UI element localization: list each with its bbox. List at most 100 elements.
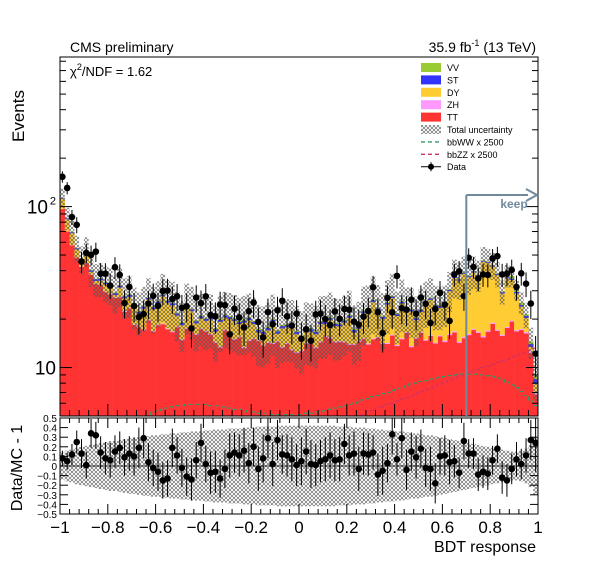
bar-tt: [150, 331, 156, 416]
ratio-point: [116, 431, 124, 465]
ratio-point: [73, 430, 81, 454]
data-point: [145, 290, 152, 320]
ratio-point: [259, 434, 267, 483]
x-tick-label: 0.8: [478, 518, 502, 537]
ratio-point: [522, 438, 530, 473]
bar-tt: [208, 334, 214, 416]
data-point: [302, 314, 310, 349]
bar-tt: [509, 321, 515, 416]
bar-zh: [523, 332, 529, 334]
legend-label: ST: [447, 75, 459, 85]
bar-zh: [385, 343, 391, 345]
uncertainty-bin: [447, 271, 452, 313]
data-point: [321, 304, 329, 337]
bar-tt: [528, 353, 534, 416]
signal-bbww: [60, 373, 538, 416]
ratio-point: [513, 442, 520, 477]
data-point: [116, 264, 124, 288]
data-point: [360, 302, 367, 334]
ratio-point: [78, 439, 85, 468]
legend-label: DY: [447, 88, 460, 98]
ratio-point: [68, 443, 76, 466]
bar-dy: [466, 277, 472, 334]
ratio-y-tick-label: −0.4: [37, 500, 57, 511]
x-axis-title: BDT response: [434, 539, 536, 556]
bar-tt: [299, 351, 305, 416]
data-point: [522, 272, 530, 298]
bar-tt: [337, 342, 343, 416]
legend-entry-vv: VV: [421, 63, 459, 73]
ratio-point: [412, 436, 420, 479]
ratio-point: [527, 419, 535, 461]
bar-tt: [179, 340, 185, 416]
bar-dy: [451, 278, 458, 332]
bar-tt: [64, 231, 70, 416]
data-point: [331, 298, 339, 329]
bar-tt: [451, 332, 458, 416]
bar-tt: [222, 330, 228, 416]
uncertainty-bin: [69, 220, 75, 245]
keep-label: keep: [500, 197, 527, 211]
data-point: [503, 263, 511, 287]
ratio-point: [164, 460, 171, 497]
bar-tt: [270, 344, 276, 416]
bar-tt: [260, 346, 266, 416]
legend: VV ST DY ZH TT Total uncertainty bbWW x 2500 bb…: [421, 63, 513, 172]
bar-tt: [466, 335, 472, 416]
ratio-point: [517, 448, 525, 480]
data-point: [293, 300, 300, 331]
x-tick-label: −0.6: [139, 518, 173, 537]
bar-tt: [294, 353, 300, 416]
data-point: [192, 285, 200, 313]
data-point: [431, 295, 439, 326]
ratio-y-tick-label: 0.3: [43, 433, 57, 444]
data-point: [130, 293, 138, 322]
bar-tt: [217, 347, 223, 416]
data-point: [226, 318, 233, 355]
bar-tt: [351, 345, 357, 416]
ratio-point: [250, 427, 257, 466]
x-tick-label: −1: [50, 518, 69, 537]
legend-entry-dy: DY: [421, 87, 460, 98]
bar-tt: [404, 332, 410, 416]
bar-tt: [88, 274, 94, 416]
bar-tt: [342, 342, 348, 416]
bar-tt: [193, 334, 199, 416]
ratio-point: [408, 432, 415, 471]
uncertainty-bin: [370, 276, 376, 335]
bar-dy: [485, 263, 491, 331]
uncertainty-bin: [485, 248, 491, 278]
uncertainty-bin: [533, 357, 538, 401]
bar-tt: [490, 323, 496, 416]
ratio-point: [369, 435, 377, 470]
bar-zh: [399, 338, 405, 340]
uncertainty-bin: [93, 264, 99, 297]
legend-swatch: [421, 87, 441, 97]
ratio-point: [82, 451, 90, 479]
uncertainty-bin: [342, 295, 347, 357]
data-point: [403, 296, 410, 327]
ratio-point: [264, 418, 272, 459]
bar-tt: [480, 337, 486, 416]
data-point: [393, 265, 401, 289]
data-point: [212, 302, 219, 334]
bar-tt: [246, 341, 252, 416]
data-point: [345, 296, 353, 327]
data-point: [102, 263, 109, 287]
signal-curves: [60, 347, 538, 416]
bar-tt: [456, 343, 462, 416]
bar-zh: [160, 323, 166, 325]
bar-tt: [322, 336, 328, 416]
bar-tt: [471, 330, 477, 416]
ratio-point: [474, 458, 482, 491]
ratio-point: [216, 459, 224, 498]
uncertainty-bin: [60, 188, 65, 209]
ratio-point: [197, 423, 205, 463]
data-point: [474, 267, 482, 292]
ratio-point: [178, 448, 186, 488]
ratio-point: [494, 434, 501, 464]
data-point: [154, 292, 162, 322]
bar-tt: [69, 245, 75, 416]
bar-tt: [74, 257, 80, 416]
